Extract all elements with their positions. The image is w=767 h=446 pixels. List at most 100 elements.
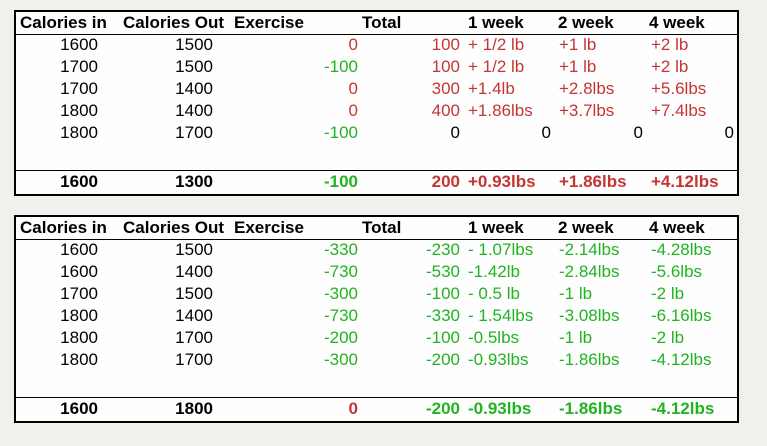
column-header-calories-in: Calories in [20,12,107,32]
cell-2-week: +1 lb [559,57,597,76]
data-row: 1800 1700 -100 0 0 0 0 [15,122,738,144]
cell-calories-in: 1600 [60,172,98,192]
column-header-total: Total [362,217,402,237]
cell-4-week: +5.6lbs [651,79,707,98]
column-header-exercise: Exercise [234,12,304,32]
cell-total: 100 [431,57,460,76]
cell-1-week: -0.93lbs [468,350,529,369]
cell-4-week: -6.16lbs [651,306,712,325]
data-row: 1800 1400 0 400 +1.86lbs +3.7lbs +7.4lbs [15,100,738,122]
cell-1-week: 0 [541,123,551,142]
cell-4-week: -5.6lbs [651,262,703,281]
cell-calories-out: 1500 [175,240,213,260]
column-header-calories-in: Calories in [20,217,107,237]
cell-1-week: -0.5lbs [468,328,520,347]
cell-calories-out: 1700 [175,328,213,347]
cell-total: -100 [425,328,460,347]
column-header-calories-out: Calories Out [123,12,225,32]
cell-total: -200 [425,350,460,369]
cell-total: 300 [431,79,460,98]
cell-calories-out: 1700 [175,123,213,142]
cell-1-week: + 1/2 lb [468,35,525,55]
cell-4-week: +2 lb [651,57,689,76]
cell-2-week: +3.7lbs [559,101,615,120]
cell-4-week: -2 lb [651,284,685,303]
cell-total: -200 [425,399,460,419]
cell-total: -330 [425,306,460,325]
cell-calories-out: 1400 [175,262,213,281]
cell-calories-in: 1600 [60,262,98,281]
cell-calories-in: 1600 [60,240,98,260]
cell-4-week: -4.12lbs [651,350,712,369]
cell-2-week: -1 lb [559,328,593,347]
cell-4-week: +4.12lbs [651,172,719,192]
cell-calories-out: 1400 [175,306,213,325]
cell-2-week: -1.86lbs [559,350,620,369]
data-row: 1600 1500 -330 -230 - 1.07lbs -2.14lbs -4.28lb… [15,239,738,261]
cell-total: 0 [450,123,460,142]
data-row: 1700 1500 -100 100 + 1/2 lb +1 lb +2 lb [15,56,738,78]
cell-exercise: -200 [323,328,358,347]
cell-4-week: -4.12lbs [651,399,715,419]
cell-2-week: -2.14lbs [559,240,620,260]
cell-total: 100 [431,35,460,55]
cell-2-week: -2.84lbs [559,262,620,281]
cell-2-week: -1 lb [559,284,593,303]
column-header-2-week: 2 week [558,12,614,32]
column-header-total: Total [362,12,402,32]
cell-2-week: +1 lb [559,35,597,55]
cell-calories-out: 1500 [175,57,213,76]
column-header-exercise: Exercise [234,217,304,237]
cell-calories-out: 1500 [175,284,213,303]
weight-loss-table: Calories in Calories Out Exercise Total 1 we… [14,215,739,423]
cell-2-week: 0 [633,123,643,142]
blank-row [15,371,738,397]
cell-calories-out: 1500 [175,35,213,55]
cell-calories-out: 1700 [175,350,213,369]
cell-exercise: -730 [323,306,358,325]
data-row: 1600 1500 0 100 + 1/2 lb +1 lb +2 lb [15,34,738,56]
cell-4-week: -2 lb [651,328,685,347]
cell-2-week: -1.86lbs [559,399,623,419]
cell-total: 400 [431,101,460,120]
header-row: Calories in Calories Out Exercise Total 1 we… [15,216,738,239]
cell-exercise: -100 [323,172,358,192]
cell-exercise: 0 [348,35,358,55]
cell-calories-in: 1700 [60,57,98,76]
data-row: 1700 1500 -300 -100 - 0.5 lb -1 lb -2 lb [15,283,738,305]
cell-4-week: -4.28lbs [651,240,712,260]
cell-1-week: -1.42lb [468,262,520,281]
data-row: 1800 1400 -730 -330 - 1.54lbs -3.08lbs -6.16lb… [15,305,738,327]
cell-total: -100 [425,284,460,303]
cell-1-week: -0.93lbs [468,399,532,419]
data-row: 1700 1400 0 300 +1.4lb +2.8lbs +5.6lbs [15,78,738,100]
cell-2-week: +1.86lbs [559,172,627,192]
column-header-2-week: 2 week [558,217,614,237]
weight-gain-table-body: 1600 1500 0 100 + 1/2 lb +1 lb +2 lb 1700 1500 -1… [15,34,738,195]
cell-4-week: +2 lb [651,35,689,55]
cell-exercise: -100 [323,123,358,142]
cell-calories-in: 1800 [60,306,98,325]
cell-calories-in: 1800 [60,328,98,347]
blank-row [15,144,738,170]
cell-4-week: 0 [724,123,734,142]
cell-exercise: -300 [323,284,358,303]
data-row: 1800 1700 -300 -200 -0.93lbs -1.86lbs -4.12lbs [15,349,738,371]
cell-1-week: +0.93lbs [468,172,536,192]
cell-exercise: -100 [323,57,358,76]
cell-calories-in: 1800 [60,123,98,142]
weight-gain-table: Calories in Calories Out Exercise Total 1 we… [14,10,739,196]
weight-loss-table-header: Calories in Calories Out Exercise Total 1 we… [15,216,738,239]
cell-exercise: -300 [323,350,358,369]
cell-1-week: +1.4lb [468,79,515,98]
cell-1-week: - 1.07lbs [468,240,534,260]
cell-calories-out: 1800 [175,399,213,419]
cell-1-week: - 0.5 lb [468,284,520,303]
cell-1-week: - 1.54lbs [468,306,534,325]
cell-total: -530 [425,262,460,281]
cell-1-week: +1.86lbs [468,101,533,120]
data-row: 1800 1700 -200 -100 -0.5lbs -1 lb -2 lb [15,327,738,349]
cell-exercise: 0 [348,399,358,419]
header-row: Calories in Calories Out Exercise Total 1 we… [15,11,738,34]
cell-calories-in: 1700 [60,284,98,303]
